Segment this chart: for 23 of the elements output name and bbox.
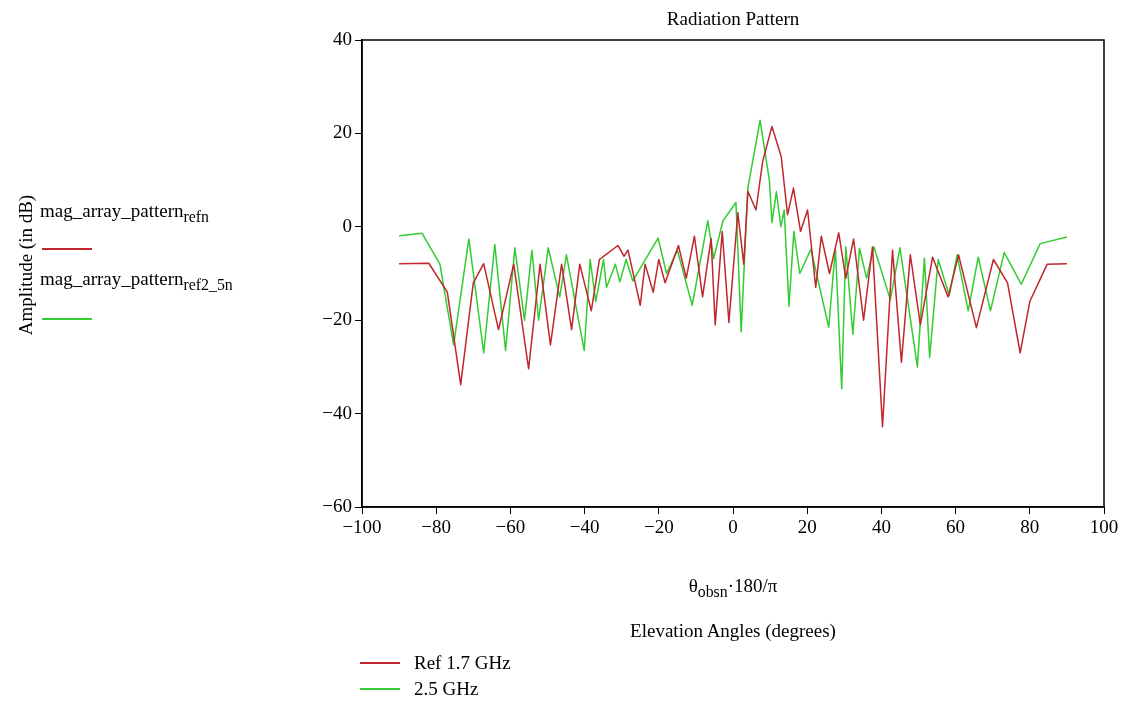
x-tick-label: −60 bbox=[495, 516, 526, 538]
x-tick-label: 80 bbox=[1020, 516, 1040, 538]
x-tick-label: 20 bbox=[797, 516, 817, 538]
x-tick-label: 100 bbox=[1089, 516, 1119, 538]
y-tick-label: 20 bbox=[333, 121, 352, 143]
x-tick-label: −100 bbox=[342, 516, 382, 538]
x-tick-label: 60 bbox=[946, 516, 966, 538]
y-tick-label: −60 bbox=[322, 494, 352, 516]
y-tick-label: 0 bbox=[342, 214, 352, 236]
y-tick-label: −40 bbox=[322, 401, 352, 423]
x-tick-label: −40 bbox=[569, 516, 600, 538]
x-tick-label: 0 bbox=[728, 516, 738, 538]
chart-title: Radiation Pattern bbox=[666, 8, 800, 30]
y-tick-label: −20 bbox=[322, 308, 352, 330]
text: θ$_{obs}$$_{n}$·180/π bbox=[688, 575, 778, 601]
text: Amplitude (in dB) bbox=[15, 194, 37, 336]
x-tick-label: −80 bbox=[421, 516, 452, 538]
legend-label: 2.5 GHz bbox=[414, 678, 479, 700]
y-tick-label: 40 bbox=[333, 27, 352, 49]
legend-label: Ref 1.7 GHz bbox=[414, 652, 511, 674]
x-tick-label: 40 bbox=[871, 516, 891, 538]
x-tick-label: −20 bbox=[643, 516, 674, 538]
x-axis-title: Elevation Angles (degrees) bbox=[630, 620, 836, 642]
